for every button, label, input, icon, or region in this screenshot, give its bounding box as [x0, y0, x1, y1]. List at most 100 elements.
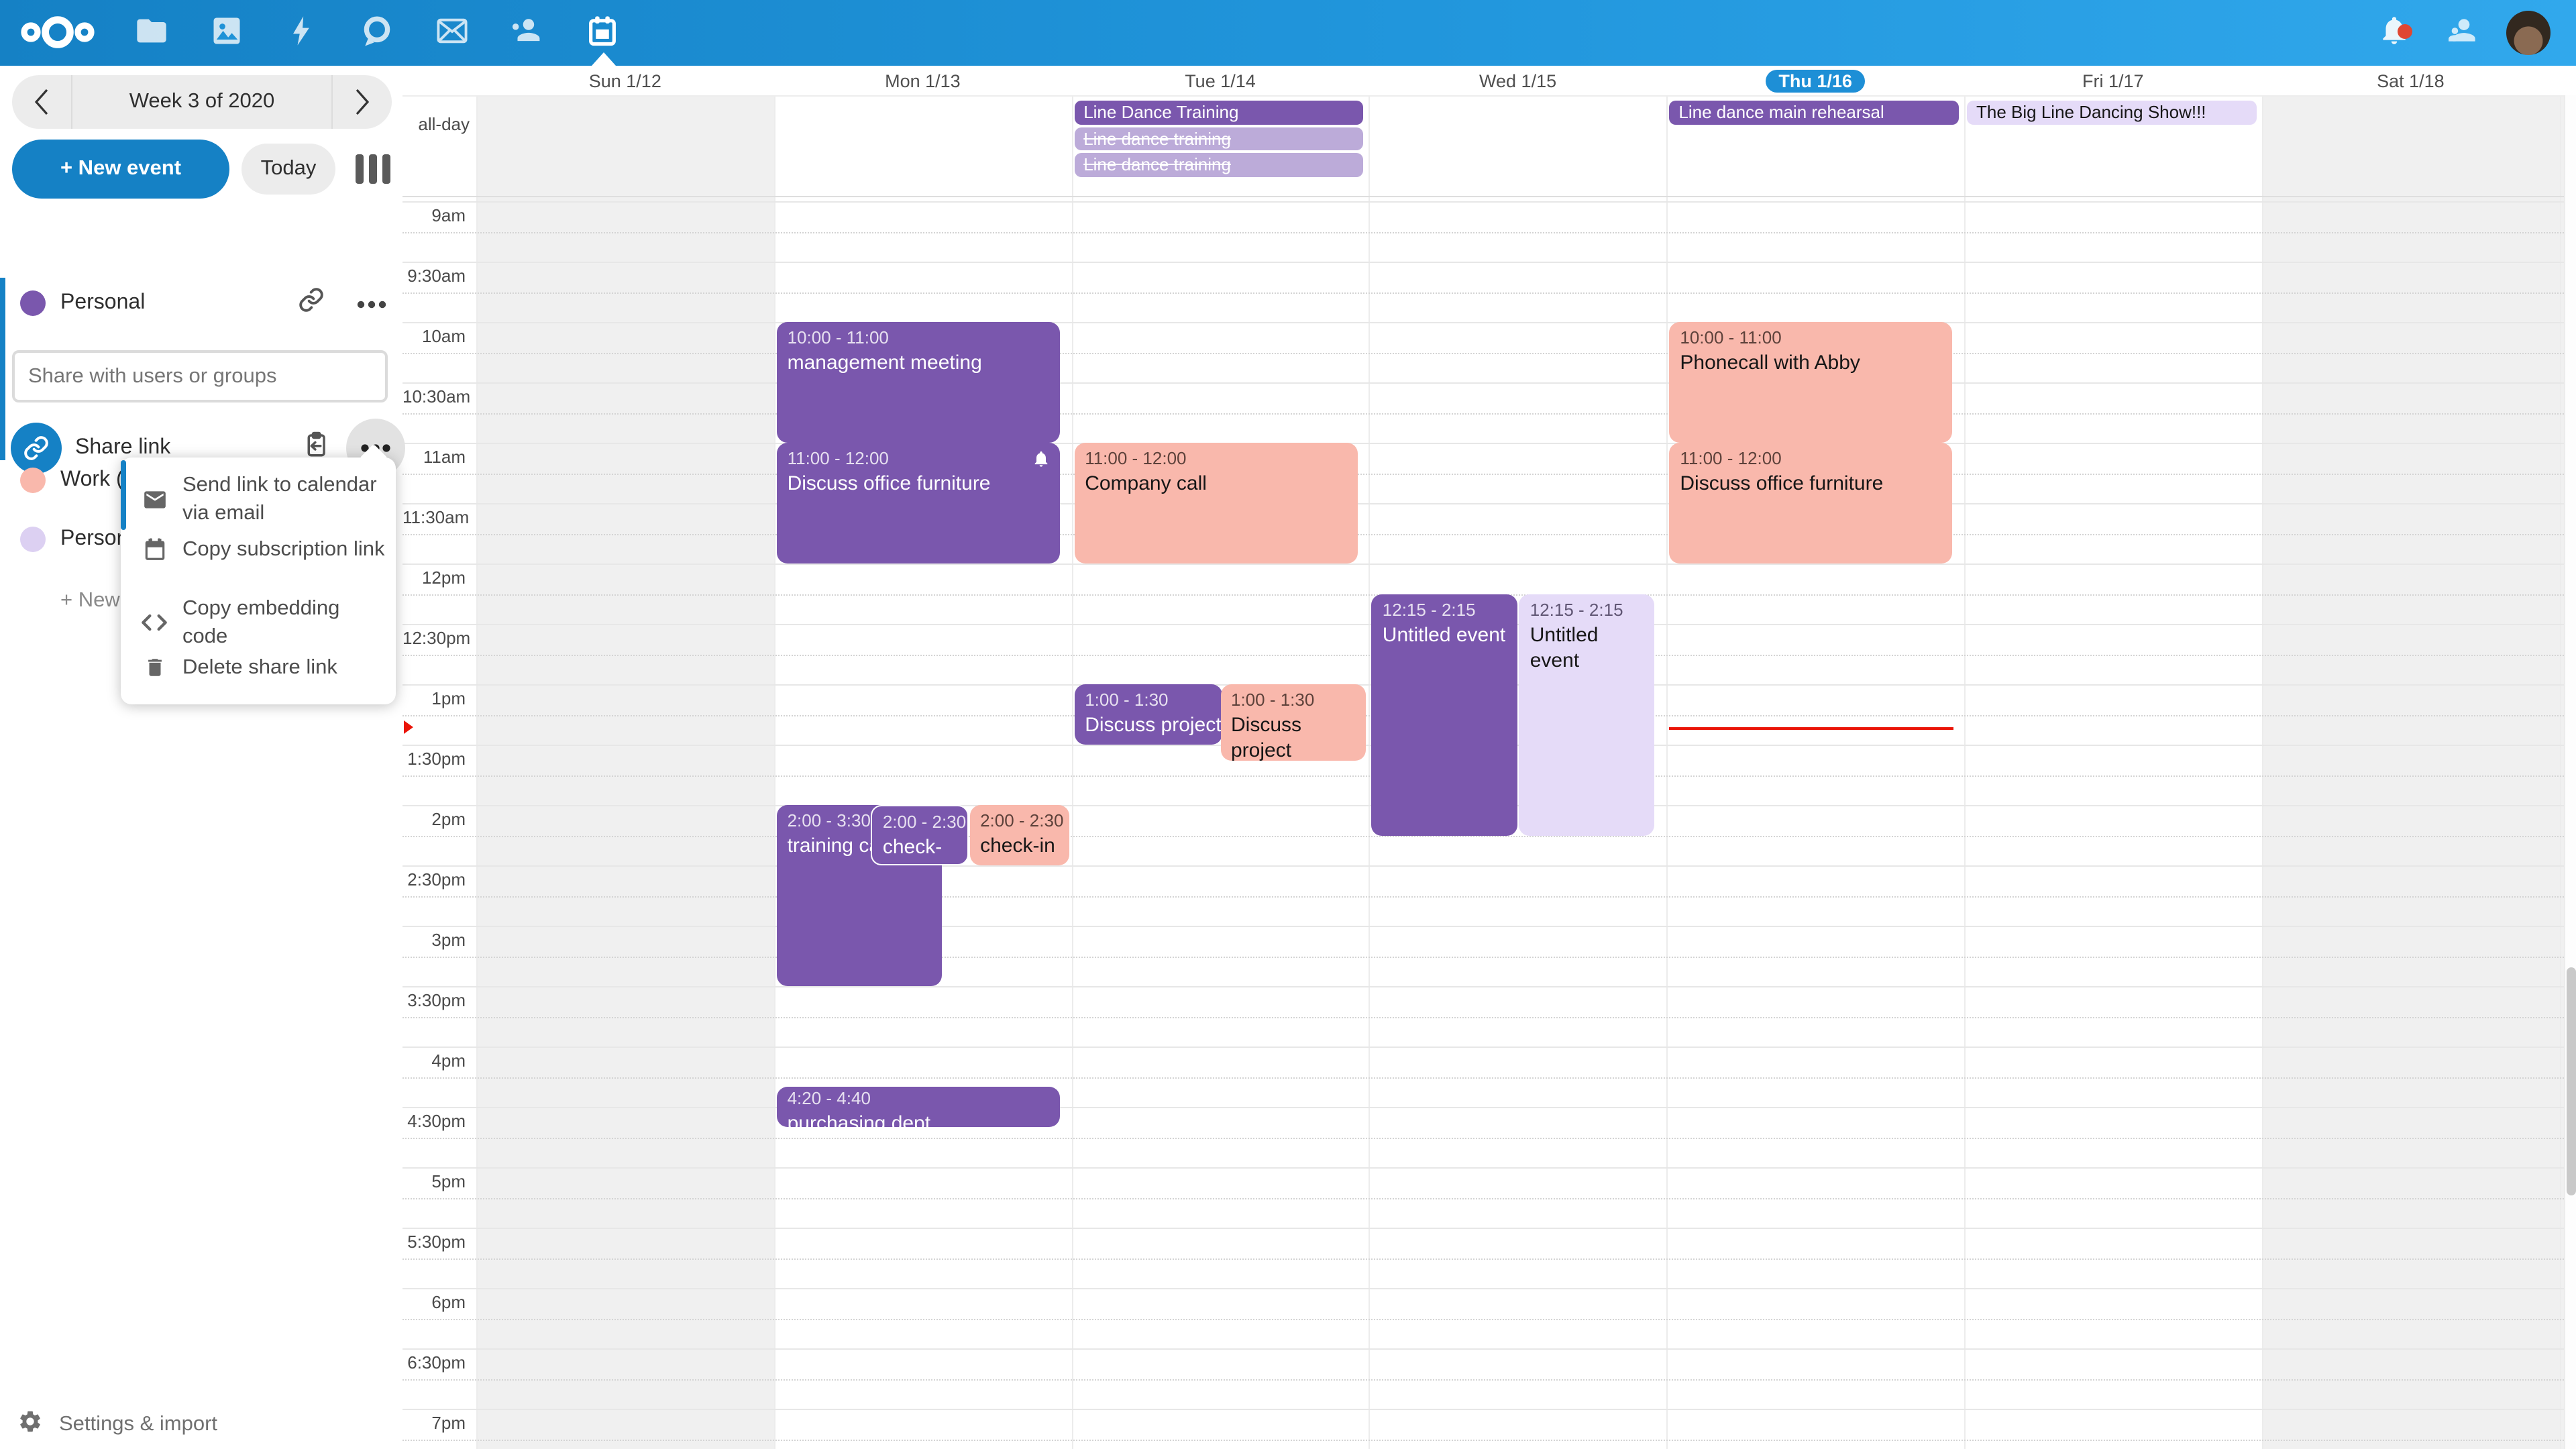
mail-app-icon[interactable] — [435, 13, 472, 51]
event-title: Company call — [1085, 472, 1207, 495]
files-app-icon[interactable] — [134, 13, 172, 51]
notifications-bell-icon[interactable] — [2377, 13, 2415, 51]
day-column-sat[interactable] — [2261, 95, 2560, 1449]
menu-item-delete-share-link[interactable]: Delete share link — [121, 653, 396, 682]
contacts-menu-icon[interactable] — [2447, 13, 2485, 51]
scrollbar-thumb[interactable] — [2567, 967, 2576, 1195]
hour-gridline — [402, 322, 2564, 323]
share-link-icon — [11, 423, 62, 474]
event-phonecall-with-abby[interactable]: 10:00 - 11:00 Phonecall with Abby — [1669, 322, 1953, 443]
time-label: 3pm — [402, 927, 470, 953]
calendar-name: Personal — [60, 291, 146, 314]
contacts-app-icon[interactable] — [510, 13, 547, 51]
time-label: 5pm — [402, 1169, 470, 1194]
hour-gridline — [402, 1288, 2564, 1289]
day-header-sun[interactable]: Sun 1/12 — [588, 70, 661, 91]
settings-and-import[interactable]: Settings & import — [0, 1401, 402, 1449]
previous-week-button[interactable] — [12, 75, 71, 129]
menu-item-label: Copy embedding code — [182, 597, 340, 648]
all-day-event[interactable]: The Big Line Dancing Show!!! — [1967, 101, 2257, 124]
photos-app-icon[interactable] — [209, 13, 247, 51]
activity-app-icon[interactable] — [284, 13, 322, 51]
hour-gridline — [402, 262, 2564, 263]
menu-item-label: Delete share link — [182, 656, 337, 679]
nextcloud-logo[interactable] — [20, 9, 95, 55]
time-label: 1:30pm — [402, 746, 470, 771]
event-untitled-event[interactable]: 12:15 - 2:15 Untitled event — [1519, 594, 1654, 835]
week-label[interactable]: Week 3 of 2020 — [71, 75, 333, 129]
event-title: Discuss office furniture — [1680, 472, 1884, 495]
row-separator — [402, 196, 2564, 197]
event-discuss-project-announcement[interactable]: 1:00 - 1:30 Discuss project announcement — [1220, 684, 1366, 761]
event-time: 1:00 - 1:30 — [1231, 690, 1315, 710]
day-column-mon[interactable] — [773, 95, 1072, 1449]
vertical-scrollbar[interactable] — [2564, 95, 2576, 1449]
day-header-mon[interactable]: Mon 1/13 — [885, 70, 961, 91]
day-column-tue[interactable] — [1071, 95, 1369, 1449]
quarter-gridline — [402, 413, 2564, 414]
event-check-in[interactable]: 2:00 - 2:30 check-in — [969, 805, 1069, 865]
day-header-thu[interactable]: Thu 1/16 — [1666, 66, 1964, 95]
event-discuss-project-announcement[interactable]: 1:00 - 1:30 Discuss project announcement — [1074, 684, 1222, 745]
all-day-event[interactable]: Line dance training — [1074, 127, 1364, 150]
menu-item-copy-embedding-code[interactable]: Copy embedding code — [121, 594, 396, 651]
event-check-in[interactable]: 2:00 - 2:30 check-in — [870, 805, 969, 865]
time-label: 6pm — [402, 1289, 470, 1315]
time-label: 3:30pm — [402, 987, 470, 1013]
hour-gridline — [402, 1167, 2564, 1169]
event-purchasing-dept-conversation[interactable]: 4:20 - 4:40 purchasing dept conversation — [776, 1086, 1061, 1128]
event-time: 4:20 - 4:40 — [787, 1087, 871, 1108]
menu-item-copy-subscription-link[interactable]: Copy subscription link — [121, 535, 396, 564]
time-label: 11am — [402, 444, 470, 470]
hour-gridline — [402, 926, 2564, 927]
hour-gridline — [402, 865, 2564, 867]
user-avatar[interactable] — [2506, 11, 2551, 55]
view-mode-button[interactable] — [352, 149, 394, 189]
time-label: 4pm — [402, 1048, 470, 1073]
all-day-event[interactable]: Line dance training — [1074, 153, 1364, 176]
top-header — [0, 0, 2576, 66]
event-time: 12:15 - 2:15 — [1529, 599, 1623, 619]
day-header-fri[interactable]: Fri 1/17 — [2082, 70, 2144, 91]
day-header-tue[interactable]: Tue 1/14 — [1185, 70, 1256, 91]
share-link-row[interactable]: Share link — [0, 423, 402, 474]
all-day-event[interactable]: Line dance main rehearsal — [1669, 101, 1959, 124]
hour-gridline — [402, 201, 2564, 203]
event-title: Discuss office furniture — [787, 472, 991, 495]
menu-item-send-link-to-calendar-via-email[interactable]: Send link to calendar via email — [121, 471, 396, 527]
time-label: 10am — [402, 323, 470, 349]
time-label: 6:30pm — [402, 1350, 470, 1375]
calendar-app-icon[interactable] — [585, 13, 623, 51]
event-time: 11:00 - 12:00 — [787, 448, 889, 468]
event-discuss-office-furniture[interactable]: 11:00 - 12:00 Discuss office furniture — [776, 443, 1061, 564]
time-label: 1pm — [402, 686, 470, 711]
event-time: 2:00 - 2:30 — [882, 812, 967, 832]
link-icon[interactable] — [298, 286, 325, 320]
new-event-button[interactable]: + New event — [12, 140, 229, 199]
notification-dot — [2398, 24, 2412, 39]
today-button[interactable]: Today — [241, 144, 335, 195]
day-header-sat[interactable]: Sat 1/18 — [2377, 70, 2445, 91]
event-management-meeting[interactable]: 10:00 - 11:00 management meeting — [776, 322, 1061, 443]
all-day-event[interactable]: Line Dance Training — [1074, 101, 1364, 124]
calendar-actions-icon[interactable] — [357, 291, 386, 315]
quarter-gridline — [402, 1077, 2564, 1078]
event-title: Untitled event — [1529, 623, 1599, 672]
popover-scrollbar[interactable] — [121, 460, 126, 530]
day-header-wed[interactable]: Wed 1/15 — [1479, 70, 1557, 91]
copy-link-icon[interactable] — [301, 431, 329, 466]
day-column-sun[interactable] — [476, 95, 774, 1449]
event-discuss-office-furniture[interactable]: 11:00 - 12:00 Discuss office furniture — [1669, 443, 1953, 564]
event-company-call[interactable]: 11:00 - 12:00 Company call — [1074, 443, 1358, 564]
quarter-gridline — [402, 473, 2564, 474]
day-column-thu[interactable] — [1666, 95, 1964, 1449]
next-week-button[interactable] — [333, 75, 392, 129]
event-title: Discuss project announcement — [1231, 714, 1302, 761]
event-time: 11:00 - 12:00 — [1680, 448, 1782, 468]
event-title: purchasing dept conversation — [787, 1112, 931, 1128]
talk-app-icon[interactable] — [360, 13, 397, 51]
event-untitled-event[interactable]: 12:15 - 2:15 Untitled event — [1371, 594, 1518, 835]
day-column-fri[interactable] — [1964, 95, 2262, 1449]
share-input[interactable] — [12, 350, 388, 402]
calendar-item-personal[interactable]: Personal — [0, 280, 402, 326]
